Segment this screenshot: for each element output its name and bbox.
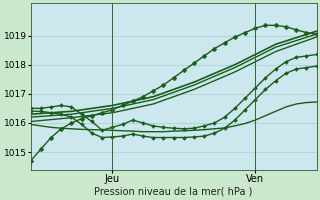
X-axis label: Pression niveau de la mer( hPa ): Pression niveau de la mer( hPa ): [94, 187, 253, 197]
